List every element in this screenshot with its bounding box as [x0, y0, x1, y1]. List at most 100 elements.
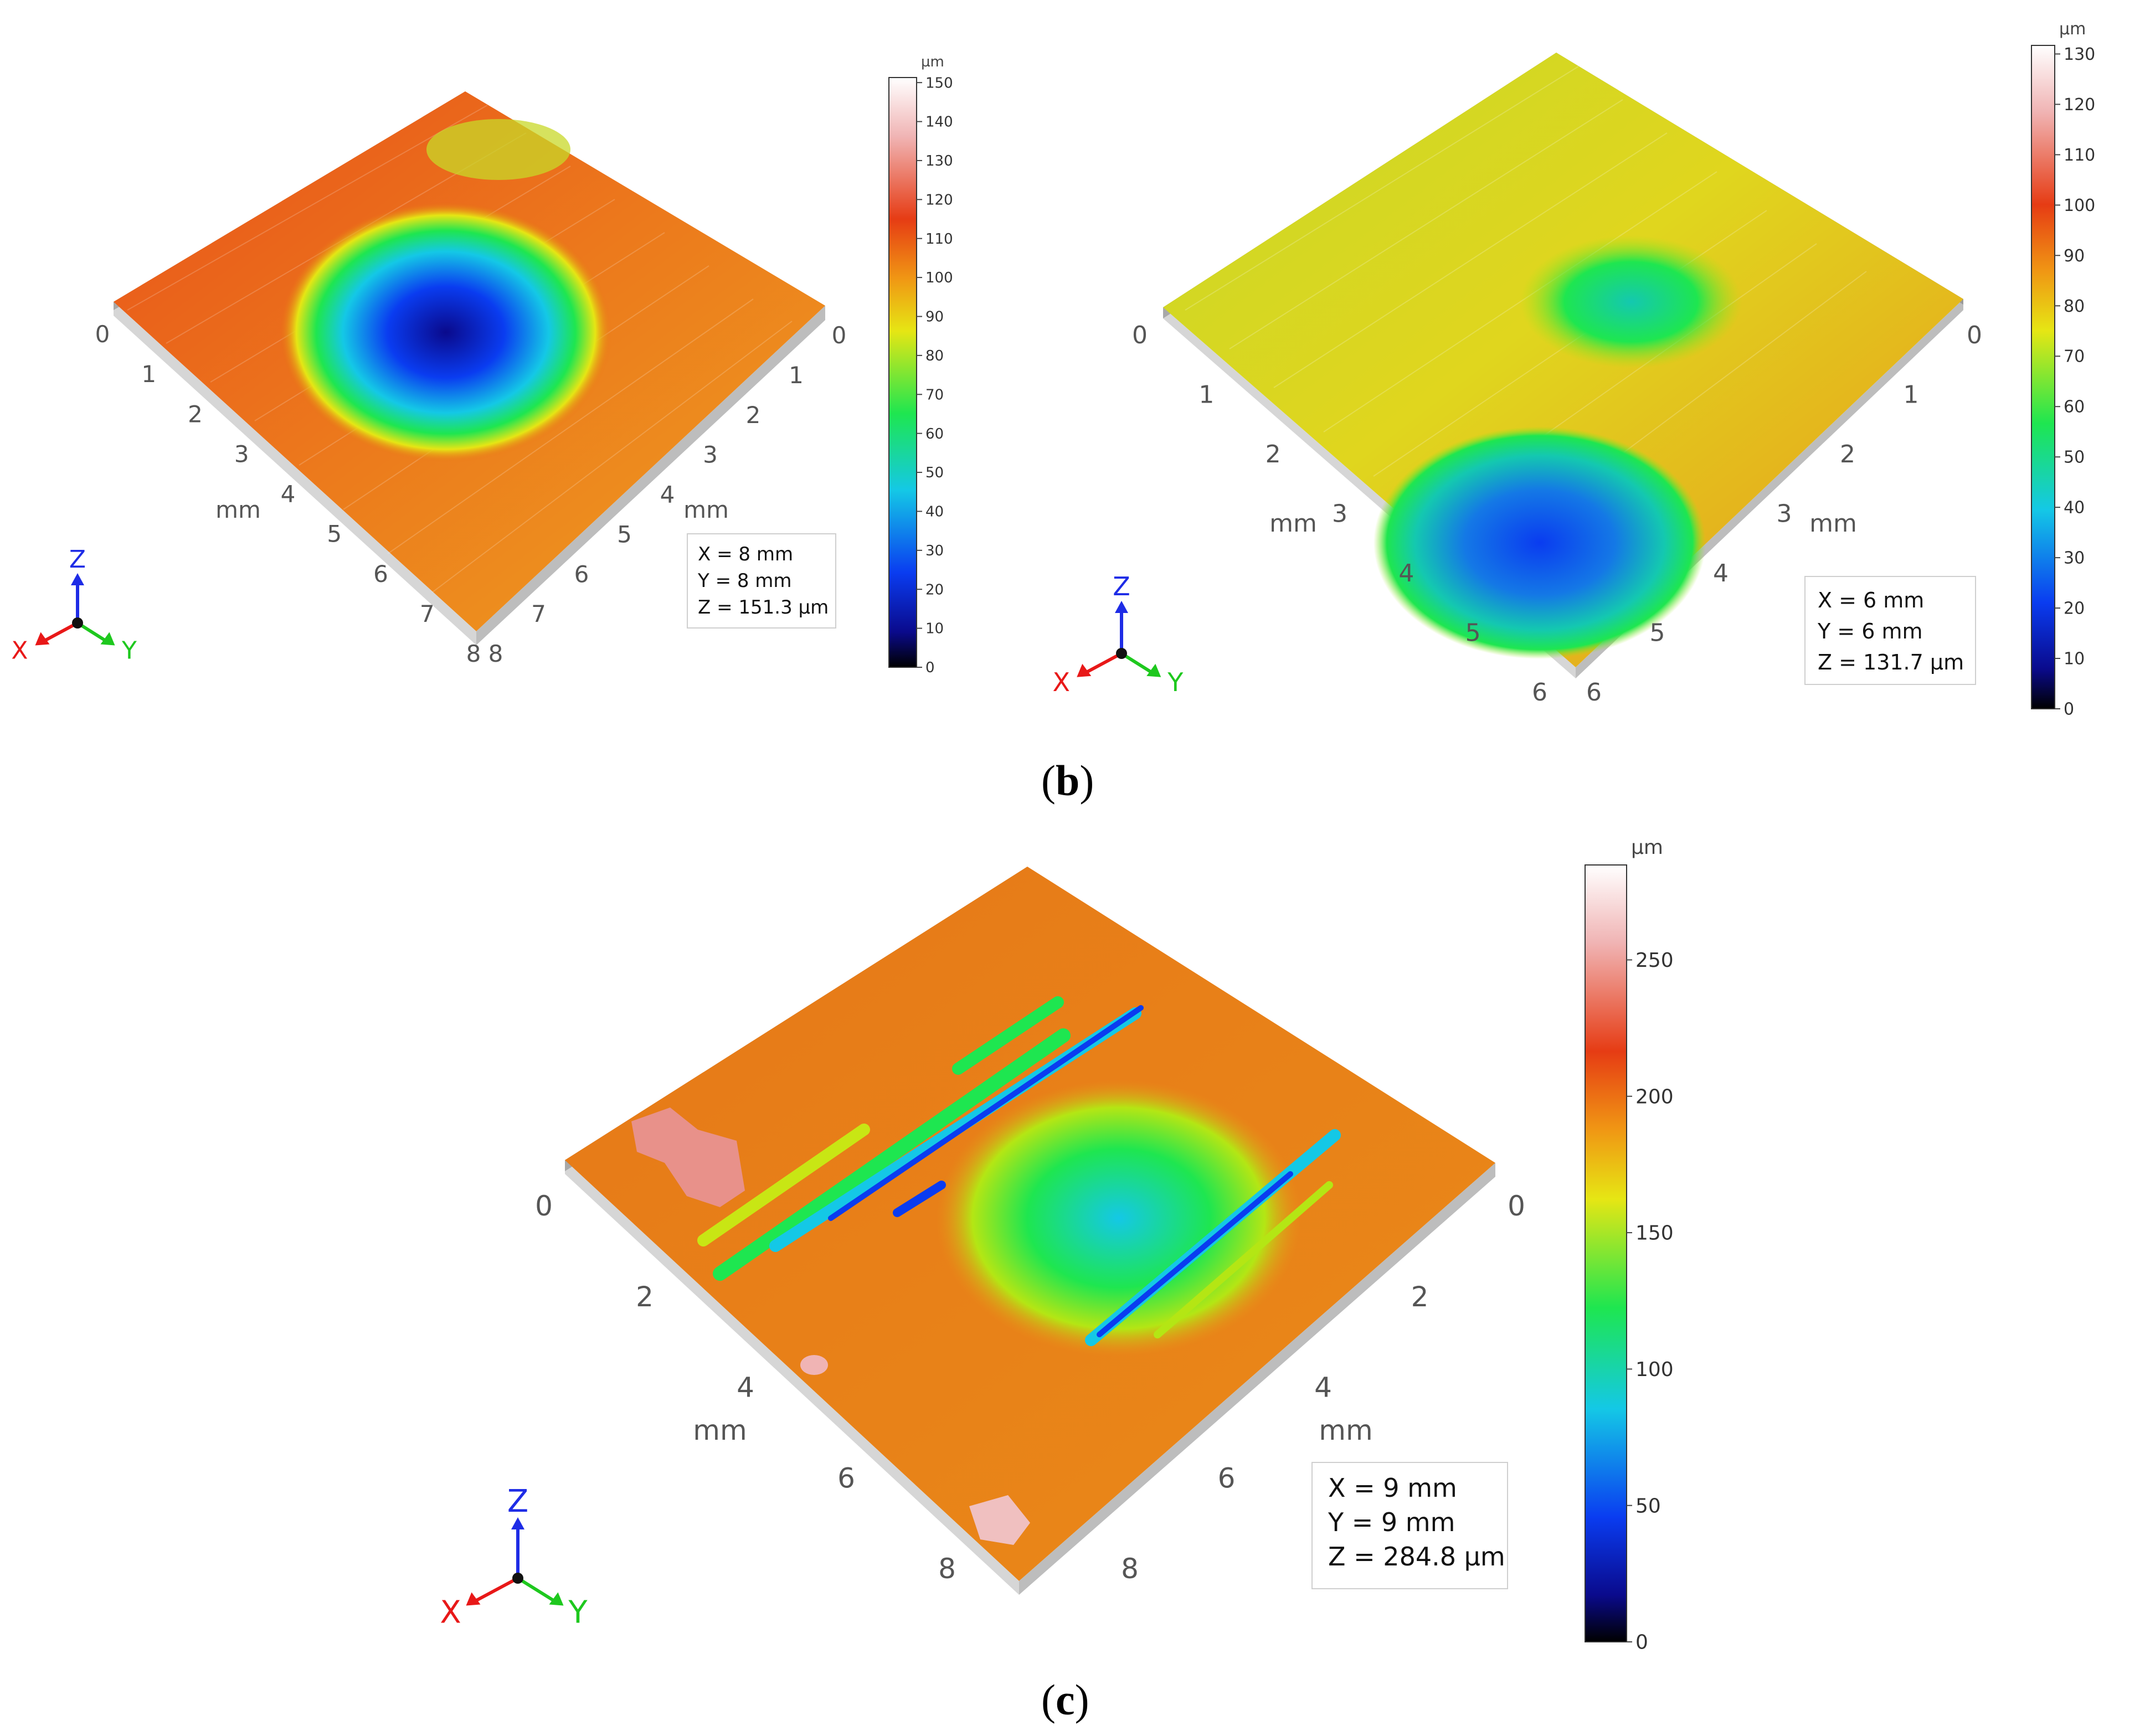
panel-b-axis-triad-icon	[1077, 601, 1161, 677]
panel-b-left-tick: 5	[1465, 619, 1481, 647]
panel-a-shallow-spot	[426, 119, 570, 180]
panel-b-right-tick: 5	[1650, 619, 1665, 647]
panel-a-right-tick: 2	[746, 401, 761, 429]
panel-b-info-box: X = 6 mm Y = 6 mm Z = 131.7 µm	[1804, 576, 1976, 685]
panel-b-left-tick: 4	[1398, 559, 1414, 588]
panel-b-scale-tick-label: 90	[2064, 246, 2085, 266]
panel-c-info-box: X = 9 mm Y = 9 mm Z = 284.8 µm	[1311, 1462, 1508, 1589]
panel-a-triad-y-label: Y	[121, 637, 137, 665]
panel-a-right-tick: 0	[832, 322, 847, 349]
panel-a-right-tick: 3	[703, 441, 718, 468]
panel-a-scale-tick-label: 0	[925, 660, 935, 676]
panel-c-scale-tick-label: 50	[1635, 1495, 1661, 1517]
panel-a-right-tick: 8	[488, 640, 503, 667]
panel-c-plot	[565, 867, 1495, 1595]
panel-a-scale-tick-label: 60	[925, 426, 944, 442]
panel-b-scale-tick-label: 50	[2064, 448, 2085, 467]
panel-b-wear-scar-1	[1520, 235, 1742, 368]
panel-a-left-tick: 7	[420, 600, 435, 627]
panel-c-left-tick: 2	[636, 1281, 654, 1313]
panel-a-scale-tick-label: 50	[925, 465, 944, 481]
panel-c-right-tick: 0	[1508, 1190, 1525, 1222]
panel-c-deposit-2	[969, 1495, 1030, 1545]
panel-a-right-tick: 4	[660, 481, 675, 508]
panel-b-triad-y-label: Y	[1167, 667, 1184, 697]
panel-b-right-tick: 6	[1586, 678, 1602, 707]
panel-a-left-tick: 8	[466, 640, 481, 667]
panel-b-right-tick: 2	[1840, 440, 1855, 468]
panel-a-right-tick: 6	[574, 560, 589, 588]
panel-c-right-tick: 6	[1218, 1462, 1236, 1494]
panel-b-wear-scar-2	[1374, 426, 1706, 659]
panel-a-left-tick: 5	[327, 521, 342, 548]
panel-b-info-z: Z = 131.7 µm	[1818, 650, 1964, 674]
panel-c-triad-z-label: Z	[507, 1483, 528, 1519]
panel-b-label: (b)	[1041, 756, 1094, 805]
panel-b-left-tick: 2	[1266, 440, 1281, 468]
panel-c-deposit-1	[631, 1107, 745, 1207]
panel-a-right-tick: 7	[531, 600, 546, 627]
panel-a-scale-tick-label: 40	[925, 504, 944, 521]
panel-b-letter: b	[1055, 756, 1080, 805]
panel-c-left-axis-unit: mm	[693, 1414, 747, 1446]
panel-b-left-tick: 3	[1332, 500, 1347, 528]
panel-b-scale-tick-label: 110	[2064, 146, 2095, 165]
panel-a-scale-tick-label: 10	[925, 621, 944, 637]
panel-a-scale-tick-label: 140	[925, 114, 953, 131]
panel-b-right-tick: 0	[1967, 321, 1982, 349]
panel-b-scale-tick-label: 80	[2064, 297, 2085, 316]
panel-c-left-tick: 8	[938, 1553, 956, 1585]
panel-c-axis-triad-icon	[466, 1517, 564, 1606]
panel-b-scale-tick-label: 30	[2064, 549, 2085, 568]
panel-a-plot	[114, 91, 825, 645]
panel-c-left-tick: 0	[535, 1190, 553, 1222]
panel-c-right-tick: 4	[1314, 1372, 1332, 1404]
panel-c-triad-x-label: X	[440, 1594, 461, 1630]
panel-c-triad-y-label: Y	[568, 1594, 588, 1630]
panel-a-left-tick: 1	[141, 360, 156, 388]
panel-b-left-tick: 0	[1132, 321, 1148, 349]
panel-b-scale-tick-label: 70	[2064, 347, 2085, 367]
panel-c-info-z: Z = 284.8 µm	[1328, 1542, 1505, 1572]
panel-b-info-y: Y = 6 mm	[1818, 619, 1923, 643]
panel-a-left-tick: 3	[234, 440, 249, 467]
panel-a-triad-z-label: Z	[69, 545, 86, 574]
panel-a-scale-tick-label: 30	[925, 543, 944, 559]
panel-c-right-tick: 2	[1411, 1281, 1429, 1313]
panel-b-info-x: X = 6 mm	[1818, 588, 1925, 612]
panel-a-scale-tick-label: 90	[925, 309, 944, 326]
panel-a-scale-tick-label: 100	[925, 270, 953, 286]
panel-b-right-tick: 3	[1777, 500, 1792, 528]
panel-a-left-tick: 4	[281, 481, 296, 508]
panel-a-info-y: Y = 8 mm	[698, 570, 792, 592]
panel-b-left-axis-unit: mm	[1269, 509, 1317, 538]
panel-b-right-tick: 1	[1904, 381, 1919, 409]
panel-c-deposit-3	[800, 1355, 828, 1375]
panel-a-triad-x-label: X	[11, 637, 28, 665]
panel-a-color-bar	[888, 77, 917, 668]
panel-a-axis-triad-icon	[35, 573, 115, 646]
panel-b-plot	[1163, 53, 1963, 678]
panel-a-scale-tick-label: 80	[925, 348, 944, 364]
panel-a-scale-tick-label: 20	[925, 581, 944, 598]
panel-b-scale-tick-label: 20	[2064, 599, 2085, 619]
panel-c-scale-tick-label: 100	[1635, 1358, 1674, 1381]
panel-a-left-tick: 2	[188, 400, 203, 427]
panel-a-wear-pit	[280, 202, 612, 462]
axis-ticks: 0 1 2 3 4 5 6 7 8 mm 0 1 2 3 4 5 6 7 8 mm 0 1 2 3 4 5 6 mm 0 1 2 3 4 5 6 mm…	[95, 321, 1982, 1585]
panel-c-left-tick: 4	[737, 1372, 754, 1404]
panel-c-right-tick: 8	[1121, 1553, 1139, 1585]
panel-c-info-y: Y = 9 mm	[1328, 1507, 1455, 1537]
panel-b-scale-tick-label: 60	[2064, 398, 2085, 417]
panel-c-scale-tick-label: 250	[1635, 949, 1674, 972]
panel-a-right-tick: 1	[789, 362, 804, 389]
panel-a-scale-tick-label: 120	[925, 192, 953, 208]
panel-a-right-tick: 5	[617, 521, 632, 548]
panel-c-scale-tick-label: 0	[1635, 1631, 1648, 1654]
panel-b-left-tick: 1	[1198, 381, 1214, 409]
color-scales: µm0102030405060708090100110120130140150µ…	[888, 19, 2095, 1654]
panel-b-scale-tick-label: 100	[2064, 196, 2095, 215]
panel-a-left-tick: 0	[95, 321, 110, 348]
panel-a-left-tick: 6	[373, 560, 388, 588]
